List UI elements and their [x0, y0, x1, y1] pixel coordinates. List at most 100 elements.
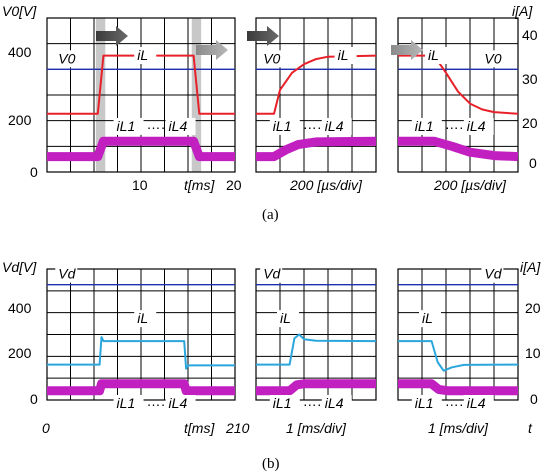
- b-p1-xlabel-0: 0: [42, 420, 50, 436]
- a-p1-xlabel-t: t[ms]: [184, 177, 215, 193]
- label-il4: iL4: [467, 395, 486, 411]
- b-right-axis-label: i[A]: [520, 259, 541, 275]
- a-right-tick-30: 30: [522, 71, 538, 87]
- arrow-light-icon: [196, 40, 228, 60]
- label-v: V0: [484, 50, 501, 66]
- a-left-axis-label: V0[V]: [2, 3, 37, 19]
- label-il1-bg: [113, 117, 144, 135]
- label-v-bg: [260, 50, 283, 68]
- label-il4: iL4: [467, 118, 486, 134]
- series-il: [256, 54, 377, 115]
- a-left-tick-0: 0: [30, 164, 38, 180]
- label-il: iL: [428, 47, 439, 63]
- label-il-bg: [334, 47, 357, 64]
- b-left-tick-400: 400: [8, 300, 32, 316]
- label-v-bg: [260, 265, 283, 283]
- label-il1-bg: [411, 395, 442, 412]
- b-left-tick-200: 200: [8, 345, 32, 361]
- label-v: Vd: [484, 266, 502, 282]
- series-iphase: [398, 379, 518, 396]
- label-il: iL: [137, 310, 148, 326]
- label-v-bg: [481, 50, 504, 68]
- label-il4-bg: [463, 395, 494, 412]
- label-il1: iL1: [415, 395, 434, 411]
- label-il-bg: [425, 47, 447, 64]
- arrow-dark-icon: [96, 26, 128, 46]
- grid: [398, 269, 518, 400]
- label-il4-bg: [321, 395, 352, 412]
- b-p3-xlabel: 1 [ms/div]: [428, 420, 489, 436]
- label-il1: iL1: [117, 395, 136, 411]
- series-iphase: [256, 136, 377, 162]
- panel-frame: [255, 268, 377, 401]
- grid: [256, 269, 376, 400]
- label-il4: iL4: [169, 395, 188, 411]
- b-left-axis-label: Vd[V]: [2, 259, 37, 275]
- label-il4: iL4: [169, 118, 188, 134]
- a-right-tick-40: 40: [522, 27, 538, 43]
- panel-frame: [397, 17, 519, 173]
- a-left-tick-400: 400: [8, 44, 32, 60]
- label-il: iL: [280, 310, 291, 326]
- label-il1-bg: [269, 395, 300, 412]
- panel-frame: [255, 17, 377, 173]
- label-il4-bg: [321, 117, 352, 135]
- label-il: iL: [137, 47, 148, 63]
- label-il4-bg: [165, 395, 196, 412]
- b-right-tick-10: 10: [525, 345, 541, 361]
- a-p1-xlabel-20: 20: [226, 177, 242, 193]
- label-v: Vd: [58, 266, 76, 282]
- b-p2-xlabel: 1 [ms/div]: [286, 420, 347, 436]
- arrow-light-icon: [391, 40, 423, 60]
- label-il-bg: [134, 47, 157, 64]
- series-il: [256, 333, 377, 366]
- b-left-tick-0: 0: [30, 391, 38, 407]
- series-iphase: [398, 136, 519, 162]
- grid: [256, 18, 376, 172]
- a-right-axis-label: i[A]: [512, 3, 533, 19]
- label-il4-bg: [463, 117, 494, 135]
- label-il1: iL1: [273, 118, 292, 134]
- b-p3-xlabel-t: t: [528, 420, 533, 436]
- label-il1-bg: [113, 395, 144, 412]
- label-v-bg: [55, 50, 78, 68]
- label-il1-bg: [411, 117, 442, 135]
- b-right-tick-20: 20: [525, 300, 541, 316]
- label-il4: iL4: [325, 118, 344, 134]
- label-il-bg: [277, 310, 299, 328]
- b-p1-xlabel-t: t[ms]: [184, 420, 215, 436]
- b-p1-xlabel-210: 210: [225, 420, 250, 436]
- b-caption: (b): [262, 456, 280, 472]
- label-v: Vd: [263, 266, 281, 282]
- grid: [47, 18, 235, 172]
- grid: [47, 269, 235, 400]
- label-il4: iL4: [325, 395, 344, 411]
- series-iphase: [47, 136, 235, 162]
- a-right-tick-20: 20: [522, 115, 538, 131]
- a-caption: (a): [262, 207, 279, 223]
- label-il: iL: [338, 47, 349, 63]
- label-il1: iL1: [273, 395, 292, 411]
- a-p1-xlabel-10: 10: [132, 177, 148, 193]
- label-v: V0: [263, 50, 280, 66]
- label-il-bg: [419, 310, 441, 328]
- label-il1-bg: [269, 117, 300, 135]
- panel-frame: [397, 268, 519, 401]
- a-p2-xlabel: 200 [µs/div]: [289, 177, 363, 193]
- series-il: [398, 340, 519, 372]
- label-il: iL: [422, 310, 433, 326]
- b-right-tick-0: 0: [530, 391, 538, 407]
- series-iphase: [256, 379, 376, 396]
- a-p3-xlabel: 200 [µs/div]: [433, 177, 507, 193]
- label-il1: iL1: [117, 118, 136, 134]
- label-v-bg: [481, 265, 504, 283]
- a-left-tick-200: 200: [8, 112, 32, 128]
- series-iphase: [47, 379, 235, 396]
